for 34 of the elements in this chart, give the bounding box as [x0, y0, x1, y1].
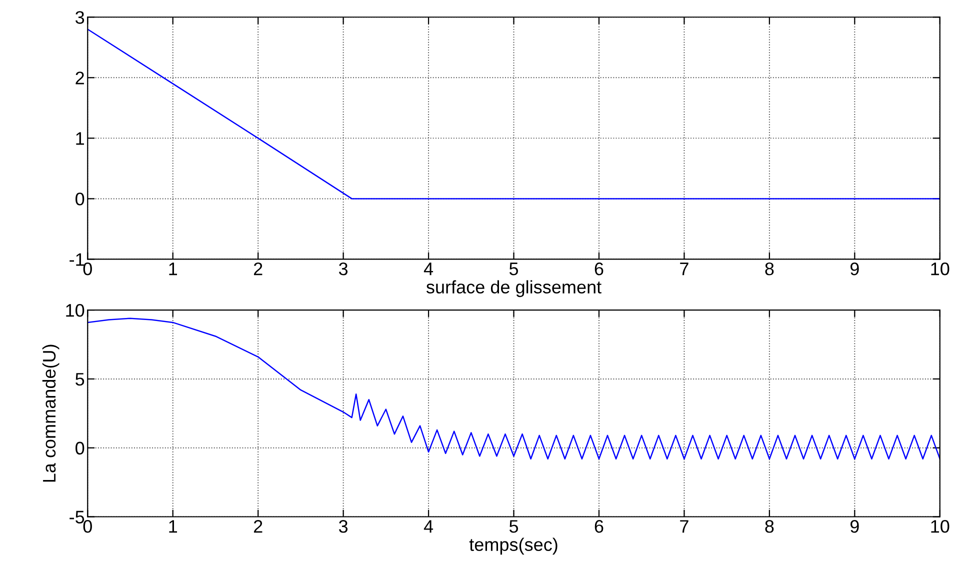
y-tick-label: 5	[76, 373, 84, 386]
y-tick-label: 0	[76, 192, 84, 206]
x-tick-label: 10	[931, 262, 950, 276]
x-tick-label: 2	[254, 520, 262, 533]
x-tick-label: 9	[850, 520, 859, 533]
x-tick-label: 6	[594, 520, 604, 533]
x-tick-label: 1	[169, 262, 177, 276]
x-tick-label: 9	[850, 262, 859, 276]
x-tick-label: 5	[509, 262, 518, 276]
x-tick-label: 1	[169, 520, 177, 533]
x-tick-label: 7	[680, 520, 688, 533]
x-tick-label: 3	[338, 520, 348, 533]
y-tick-label: 10	[66, 304, 84, 317]
x-tick-label: 3	[338, 262, 348, 276]
x-tick-label: 4	[424, 520, 434, 533]
y-tick-label: 2	[76, 72, 84, 84]
y-tick-label: -5	[70, 510, 84, 524]
x-tick-label: 6	[594, 262, 604, 276]
y-axis-title: La commande(U)	[42, 344, 60, 482]
line-series	[88, 318, 940, 460]
x-axis-title: temps(sec)	[469, 538, 558, 555]
x-tick-label: 7	[680, 262, 688, 276]
y-tick-label: 0	[76, 442, 84, 455]
x-tick-label: 8	[765, 262, 774, 276]
line-series	[88, 28, 940, 200]
y-tick-label: 1	[76, 132, 84, 145]
y-tick-label: -1	[70, 253, 84, 266]
y-tick-label: 3	[76, 11, 84, 24]
x-tick-label: 5	[509, 520, 518, 533]
x-tick-label: 10	[931, 520, 950, 533]
x-tick-label: 4	[424, 262, 434, 276]
x-axis-title: surface de glissement	[426, 280, 602, 298]
x-tick-label: 8	[765, 520, 774, 533]
x-tick-label: 2	[254, 262, 262, 276]
